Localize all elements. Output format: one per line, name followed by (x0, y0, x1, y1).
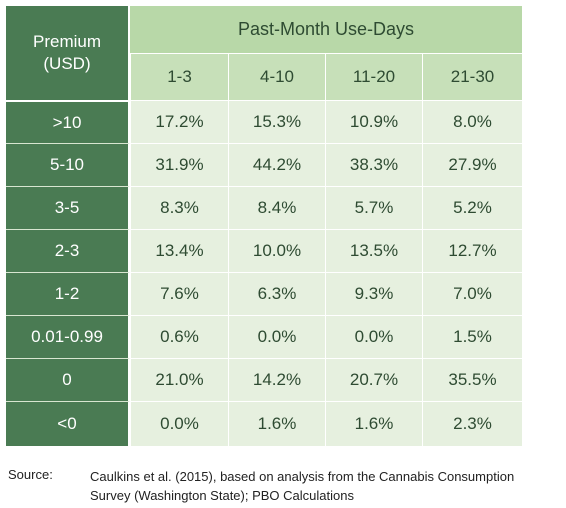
column-header: 4-10 (228, 54, 325, 100)
source-line1: Caulkins et al. (2015), based on analysi… (90, 469, 515, 484)
row-header: 2-3 (6, 229, 130, 272)
column-header: 1-3 (130, 54, 228, 100)
table-cell: 12.7% (422, 229, 522, 272)
table-cell: 5.7% (325, 186, 422, 229)
table-cell: 1.5% (422, 315, 522, 358)
table-cell: 8.4% (228, 186, 325, 229)
row-header: <0 (6, 401, 130, 446)
table-cell: 44.2% (228, 143, 325, 186)
table-cell: 8.0% (422, 100, 522, 143)
table-cell: 7.0% (422, 272, 522, 315)
table-cell: 0.0% (325, 315, 422, 358)
corner-header: Premium (USD) (6, 6, 130, 100)
table-cell: 13.5% (325, 229, 422, 272)
premium-table: Premium (USD) Past-Month Use-Days 1-3 4-… (6, 6, 522, 446)
row-header: 1-2 (6, 272, 130, 315)
table-cell: 15.3% (228, 100, 325, 143)
table-cell: 21.0% (130, 358, 228, 401)
table-cell: 2.3% (422, 401, 522, 446)
table-cell: 5.2% (422, 186, 522, 229)
source-line2: Survey (Washington State); PBO Calculati… (90, 488, 354, 503)
row-header: >10 (6, 100, 130, 143)
corner-header-line1: Premium (32, 32, 101, 51)
table-cell: 0.0% (228, 315, 325, 358)
table-cell: 17.2% (130, 100, 228, 143)
row-header: 3-5 (6, 186, 130, 229)
table-cell: 8.3% (130, 186, 228, 229)
table-cell: 1.6% (325, 401, 422, 446)
corner-header-line2: (USD) (43, 54, 91, 73)
table-cell: 10.9% (325, 100, 422, 143)
row-header: 0 (6, 358, 130, 401)
table-cell: 35.5% (422, 358, 522, 401)
table-cell: 20.7% (325, 358, 422, 401)
table-cell: 14.2% (228, 358, 325, 401)
table-cell: 6.3% (228, 272, 325, 315)
column-header: 21-30 (422, 54, 522, 100)
source-text: Caulkins et al. (2015), based on analysi… (90, 467, 560, 505)
table-cell: 0.6% (130, 315, 228, 358)
row-header: 5-10 (6, 143, 130, 186)
table-cell: 1.6% (228, 401, 325, 446)
table-cell: 0.0% (130, 401, 228, 446)
table-cell: 7.6% (130, 272, 228, 315)
table-cell: 27.9% (422, 143, 522, 186)
table-cell: 31.9% (130, 143, 228, 186)
table-cell: 10.0% (228, 229, 325, 272)
group-header: Past-Month Use-Days (130, 6, 522, 54)
source-label: Source: (8, 467, 53, 482)
column-header: 11-20 (325, 54, 422, 100)
table-cell: 9.3% (325, 272, 422, 315)
table-cell: 13.4% (130, 229, 228, 272)
table-cell: 38.3% (325, 143, 422, 186)
row-header: 0.01-0.99 (6, 315, 130, 358)
